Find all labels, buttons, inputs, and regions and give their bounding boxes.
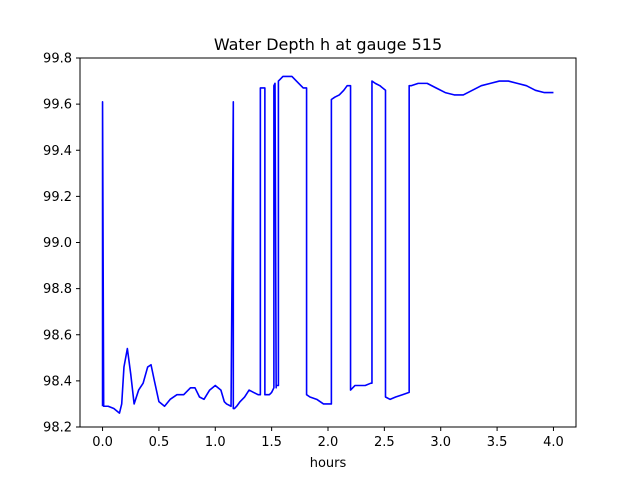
x-tick-label: 3.5	[487, 435, 508, 450]
x-tick-label: 3.0	[430, 435, 451, 450]
x-tick-label: 2.5	[374, 435, 395, 450]
y-tick-label: 98.2	[43, 421, 72, 436]
y-tick-label: 98.6	[43, 328, 72, 343]
x-axis: 0.0 0.5 1.0 1.5 2.0 2.5 3.0 3.5 4.0	[92, 427, 564, 450]
y-tick-label: 99.6	[43, 98, 72, 113]
y-tick-label: 98.8	[43, 282, 72, 297]
y-tick-label: 99.2	[43, 190, 72, 205]
x-tick-label: 2.0	[318, 435, 339, 450]
y-axis: 98.2 98.4 98.6 98.8 99.0 99.2 99.4 99.6 99.8	[43, 52, 80, 436]
x-tick-label: 1.0	[205, 435, 226, 450]
x-tick-label: 1.5	[261, 435, 282, 450]
x-tick-label: 0.0	[92, 435, 113, 450]
series-line-0	[101, 75, 554, 414]
x-axis-label: hours	[310, 456, 347, 471]
y-tick-label: 99.0	[43, 236, 72, 251]
plot-frame	[79, 57, 577, 428]
x-tick-label: 4.0	[543, 435, 564, 450]
y-tick-label: 98.4	[43, 374, 72, 389]
y-tick-label: 99.4	[43, 144, 72, 159]
plot-area	[101, 75, 554, 414]
y-tick-label: 99.8	[43, 52, 72, 67]
chart-title: Water Depth h at gauge 515	[214, 35, 442, 54]
x-tick-label: 0.5	[149, 435, 170, 450]
